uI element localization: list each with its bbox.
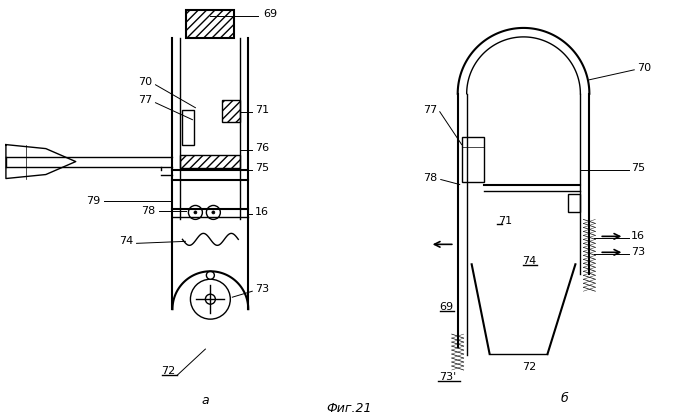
Bar: [187, 10, 234, 38]
Text: 76: 76: [255, 143, 269, 153]
Circle shape: [212, 211, 215, 214]
Text: 77: 77: [424, 105, 438, 115]
Text: 69: 69: [440, 302, 454, 312]
Bar: [180, 155, 240, 168]
Text: 75: 75: [631, 163, 645, 173]
Text: 73: 73: [255, 284, 269, 294]
Text: 78: 78: [424, 173, 438, 183]
Bar: [222, 100, 240, 122]
Text: 70: 70: [637, 63, 651, 73]
Text: 72: 72: [161, 366, 175, 376]
Text: 72: 72: [522, 362, 537, 372]
Text: 75: 75: [255, 163, 269, 173]
Text: 71: 71: [255, 105, 269, 115]
Circle shape: [206, 271, 215, 279]
Text: 77: 77: [138, 95, 153, 105]
Text: 78: 78: [141, 206, 155, 216]
Text: 79: 79: [87, 196, 101, 206]
Text: 16: 16: [255, 207, 269, 217]
Circle shape: [206, 294, 215, 304]
Bar: [568, 194, 580, 212]
Bar: [187, 10, 234, 38]
Text: 16: 16: [631, 231, 645, 241]
Circle shape: [194, 211, 197, 214]
Text: 74: 74: [120, 236, 134, 246]
Text: 71: 71: [498, 216, 512, 226]
Text: а: а: [201, 394, 209, 407]
Circle shape: [190, 279, 230, 319]
Bar: [462, 137, 484, 181]
Text: б: б: [561, 392, 568, 405]
Circle shape: [206, 206, 220, 219]
Text: 74: 74: [522, 256, 537, 266]
Bar: [180, 155, 240, 168]
Text: Фиг.21: Фиг.21: [326, 402, 372, 415]
Circle shape: [189, 206, 203, 219]
Text: 70: 70: [138, 77, 152, 87]
Bar: [182, 110, 194, 145]
Text: 73: 73: [631, 247, 645, 257]
Bar: [222, 100, 240, 122]
Text: 73': 73': [439, 372, 456, 382]
Text: 69: 69: [264, 9, 278, 19]
